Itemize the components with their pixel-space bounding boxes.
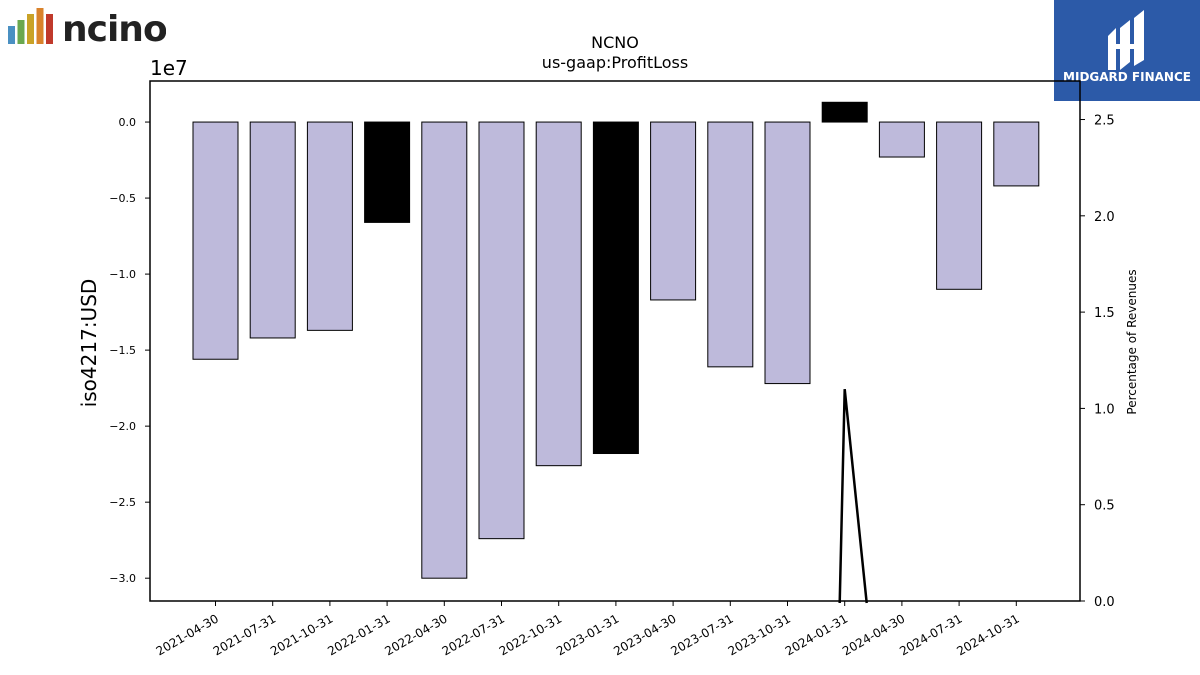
bar bbox=[650, 121, 697, 301]
x-tick-label: 2024-07-31 bbox=[897, 611, 964, 658]
bar bbox=[306, 121, 353, 331]
x-tick-label: 2022-07-31 bbox=[440, 611, 507, 658]
bar bbox=[936, 121, 983, 290]
y-tick-label: −2.5 bbox=[109, 496, 136, 509]
y2-tick-label: 1.0 bbox=[1094, 402, 1115, 417]
ncino-logo: ncino bbox=[8, 8, 166, 46]
ncino-logo-bar bbox=[17, 20, 25, 44]
x-tick-label: 2021-04-30 bbox=[154, 611, 221, 658]
bar bbox=[478, 121, 525, 540]
chart-title: NCNO bbox=[591, 33, 639, 52]
bar bbox=[993, 121, 1040, 187]
plot-frame bbox=[149, 80, 1081, 602]
y-tick-label: −0.5 bbox=[109, 192, 136, 205]
bar bbox=[821, 101, 868, 123]
y2-tick-label: 2.0 bbox=[1094, 210, 1115, 225]
y2-tick-label: 1.5 bbox=[1094, 306, 1115, 321]
midgard-logo-text: MIDGARD FINANCE bbox=[1063, 70, 1191, 84]
bar bbox=[878, 121, 925, 158]
x-tick-label: 2023-10-31 bbox=[726, 611, 793, 658]
x-tick-label: 2024-01-31 bbox=[783, 611, 850, 658]
midgard-emblem-icon: MIDGARD FINANCE bbox=[1063, 10, 1191, 84]
x-tick-label: 2024-04-30 bbox=[840, 611, 907, 658]
y-axis-exponent: 1e7 bbox=[150, 56, 188, 80]
x-tick-label: 2022-10-31 bbox=[497, 611, 564, 658]
y-axis-label: iso4217:USD bbox=[77, 279, 101, 408]
x-tick-label: 2023-04-30 bbox=[611, 611, 678, 658]
y2-tick-label: 2.5 bbox=[1094, 114, 1115, 129]
y2-tick-label: 0.5 bbox=[1094, 499, 1115, 514]
ncino-logo-text: ncino bbox=[62, 9, 166, 46]
ncino-logo-bar bbox=[36, 8, 44, 44]
y2-tick-label: 0.0 bbox=[1094, 595, 1115, 610]
bar bbox=[535, 121, 582, 467]
midgard-finance-logo: MIDGARD FINANCE bbox=[1054, 0, 1200, 101]
bar bbox=[764, 121, 811, 385]
ncino-logo-bar bbox=[27, 14, 34, 44]
ncino-logo-bar bbox=[8, 26, 15, 44]
x-tick-label: 2021-07-31 bbox=[211, 611, 278, 658]
y-tick-label: −1.0 bbox=[109, 268, 136, 281]
x-tick-label: 2023-01-31 bbox=[554, 611, 621, 658]
y-tick-label: −3.0 bbox=[109, 572, 136, 585]
bar bbox=[364, 121, 411, 223]
chart-subtitle: us-gaap:ProfitLoss bbox=[542, 53, 688, 72]
y-tick-label: 0.0 bbox=[119, 116, 137, 129]
bar bbox=[592, 121, 639, 455]
x-tick-label: 2021-10-31 bbox=[268, 611, 335, 658]
bar bbox=[249, 121, 296, 339]
percentage-line bbox=[838, 389, 868, 604]
x-tick-label: 2022-01-31 bbox=[325, 611, 392, 658]
ncino-logo-bar bbox=[46, 14, 53, 44]
x-tick-label: 2023-07-31 bbox=[668, 611, 735, 658]
y-tick-label: −1.5 bbox=[109, 344, 136, 357]
y-tick-label: −2.0 bbox=[109, 420, 136, 433]
y2-axis-label: Percentage of Revenues bbox=[1125, 269, 1139, 414]
bar bbox=[192, 121, 239, 360]
bar bbox=[707, 121, 754, 368]
x-tick-label: 2024-10-31 bbox=[954, 611, 1021, 658]
bar bbox=[421, 121, 468, 579]
x-tick-label: 2022-04-30 bbox=[382, 611, 449, 658]
